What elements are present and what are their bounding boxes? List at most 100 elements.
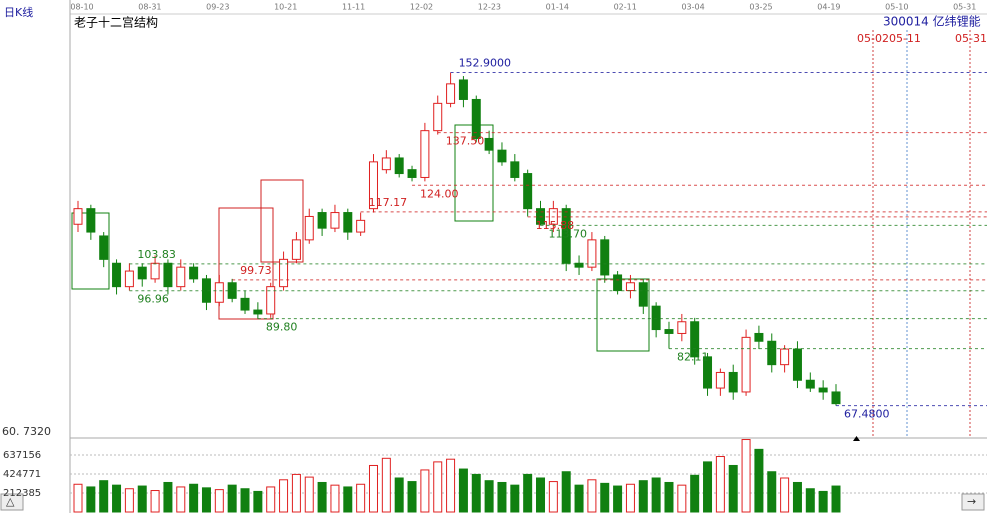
volume-bar xyxy=(651,477,661,513)
date-label: 01-14 xyxy=(546,3,569,12)
volume-bar xyxy=(291,473,301,513)
date-label: 03-04 xyxy=(681,3,704,12)
scroll-icon[interactable]: △ xyxy=(6,495,15,508)
candle-body xyxy=(510,161,520,178)
level-label: 67.4800 xyxy=(844,408,890,421)
candle-body xyxy=(780,348,790,366)
volume-bar xyxy=(728,464,738,513)
box xyxy=(218,207,274,320)
volume-bar xyxy=(266,486,276,513)
scroll-button[interactable] xyxy=(961,493,985,511)
level-label: 103.83 xyxy=(137,248,176,261)
volume-bar xyxy=(304,476,314,513)
scroll-button[interactable] xyxy=(0,493,24,511)
volume-bar xyxy=(150,490,160,513)
candle-body xyxy=(471,98,481,139)
volume-bar xyxy=(446,458,456,513)
volume-bar xyxy=(330,484,340,513)
candle-body xyxy=(484,137,494,151)
vol-tick-label: 212385 xyxy=(3,488,41,499)
level-label: 82.11 xyxy=(677,351,709,364)
level-label: 117.17 xyxy=(369,196,408,209)
volume-bar xyxy=(792,481,802,513)
volume-bar xyxy=(831,485,841,513)
candle-body xyxy=(394,157,404,175)
candle-body xyxy=(304,215,314,241)
volume-bar xyxy=(484,480,494,513)
volume-bar xyxy=(625,483,635,513)
candle-body xyxy=(368,161,378,210)
date-label: 12-02 xyxy=(410,3,433,12)
date-label: 03-25 xyxy=(749,3,772,12)
volume-bar xyxy=(548,481,558,513)
candle-body xyxy=(137,266,147,280)
candle-body xyxy=(163,262,173,288)
candle-body xyxy=(343,212,353,233)
candle-body xyxy=(189,266,199,280)
date-label: 05-31 xyxy=(953,3,976,12)
vol-tick-label: 637156 xyxy=(3,450,41,461)
volume-bar xyxy=(458,468,468,513)
candle-body xyxy=(317,212,327,229)
candle-body xyxy=(240,297,250,311)
volume-bar xyxy=(818,490,828,513)
volume-bar xyxy=(805,488,815,513)
volume-bar xyxy=(240,488,250,513)
candle-body xyxy=(638,282,648,307)
volume-bar xyxy=(523,473,533,513)
volume-bar xyxy=(343,486,353,513)
candle-body xyxy=(574,262,584,268)
stock-name: 300014 亿纬锂能 xyxy=(883,14,981,29)
future-label: 05-31 xyxy=(955,32,987,45)
candle-body xyxy=(291,239,301,260)
volume-bar xyxy=(73,483,83,513)
candle-body xyxy=(433,102,443,132)
candle-body xyxy=(407,169,417,178)
box xyxy=(596,278,650,352)
level-label: 152.9000 xyxy=(459,57,512,70)
candle-body xyxy=(497,149,507,163)
candle-body xyxy=(279,258,289,288)
volume-bar xyxy=(754,448,764,513)
volume-bar xyxy=(317,481,327,513)
date-label: 10-21 xyxy=(274,3,297,12)
date-label: 08-31 xyxy=(138,3,161,12)
volume-bar xyxy=(471,473,481,513)
candle-body xyxy=(715,371,725,389)
volume-bar xyxy=(715,456,725,513)
candle-body xyxy=(792,348,802,381)
level-label: 99.73 xyxy=(240,264,272,277)
volume-bar xyxy=(201,487,211,513)
candle-body xyxy=(356,219,366,233)
candle-body xyxy=(741,336,751,393)
candle-body xyxy=(112,262,122,288)
volume-bar xyxy=(407,481,417,513)
candle-body xyxy=(124,270,134,288)
candle-body xyxy=(253,309,263,315)
candle-body xyxy=(266,286,276,315)
date-label: 08-10 xyxy=(70,3,93,12)
candle-body xyxy=(651,305,661,331)
panel-label: 日K线 xyxy=(4,5,33,19)
volume-bar xyxy=(741,439,751,513)
volume-bar xyxy=(613,485,623,513)
candle-body xyxy=(587,239,597,268)
candle-body xyxy=(99,235,109,260)
future-label: 05-0205-11 xyxy=(857,32,921,45)
volume-bar xyxy=(510,484,520,513)
level-label: 124.00 xyxy=(420,187,459,200)
candle-body xyxy=(446,83,456,104)
volume-bar xyxy=(253,490,263,513)
volume-bar xyxy=(86,486,96,513)
level-label: 113.70 xyxy=(549,227,588,240)
volume-bar xyxy=(99,480,109,513)
date-label: 05-10 xyxy=(885,3,908,12)
level-label: 96.96 xyxy=(137,293,169,306)
scroll-icon[interactable]: → xyxy=(967,495,976,508)
marker xyxy=(853,436,860,441)
candle-body xyxy=(523,173,533,210)
volume-bar xyxy=(112,484,122,513)
chart-title: 老子十二宫结构 xyxy=(74,15,158,30)
volume-bar xyxy=(356,483,366,513)
candle-body xyxy=(600,239,610,276)
